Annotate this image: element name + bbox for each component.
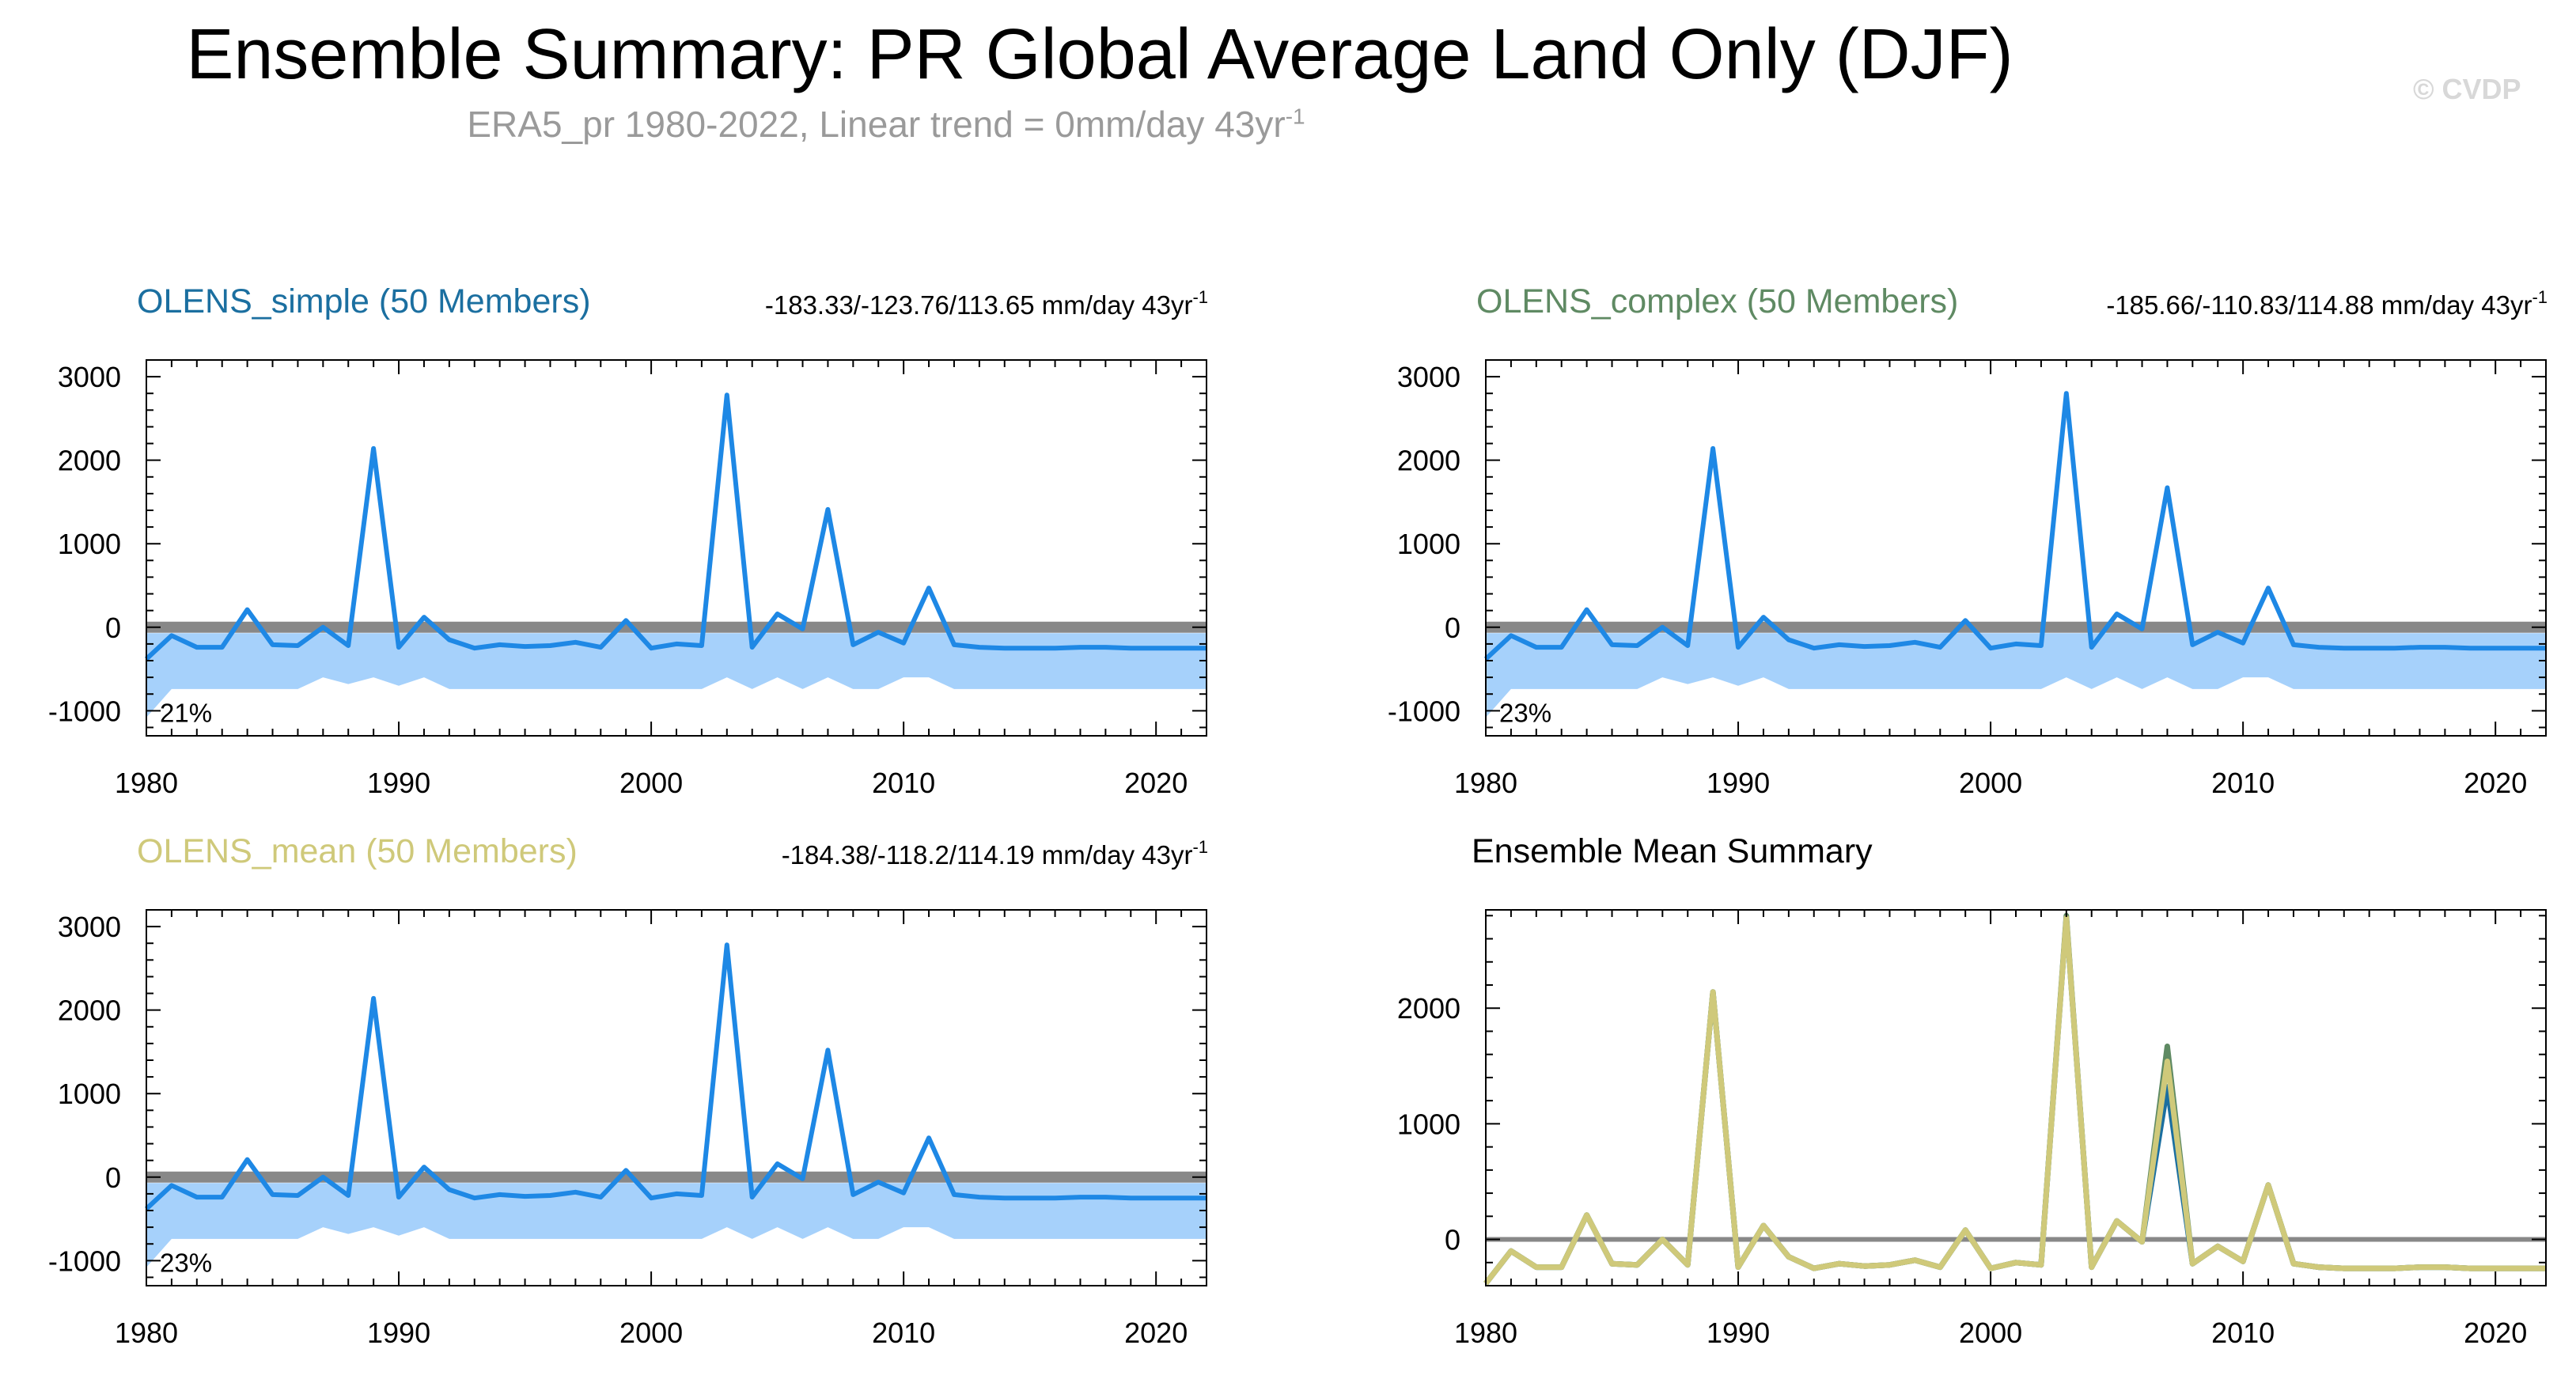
x-tick-label: 1980: [115, 767, 178, 799]
y-tick-label: 1000: [58, 1078, 121, 1110]
series-line-3: [1483, 915, 2546, 1286]
y-tick-label: -1000: [48, 695, 121, 727]
chart-panel-1: 1980 1990 2000 2010 2020 -1000 0 1000 2000 3000 OL…: [48, 282, 1208, 799]
x-tick-label: 2010: [2211, 767, 2275, 799]
x-tick-label: 1980: [115, 1317, 178, 1349]
series-line-1: [1483, 915, 2546, 1286]
x-tick-label: 2020: [1124, 1317, 1188, 1349]
x-tick-label: 2010: [872, 767, 935, 799]
panel-title: OLENS_simple (50 Members): [137, 282, 591, 320]
y-tick-label: 1000: [1397, 1108, 1460, 1140]
x-tick-label: 1990: [367, 767, 430, 799]
y-tick-label: 3000: [58, 361, 121, 393]
y-tick-label: -1000: [48, 1245, 121, 1277]
copyright-label: © CVDP: [2413, 73, 2521, 105]
spread-band: [146, 1183, 1207, 1267]
plot-frame: [1485, 909, 2547, 1286]
x-tick-label: 2010: [872, 1317, 935, 1349]
x-tick-label: 2020: [2464, 1317, 2527, 1349]
x-tick-label: 2000: [619, 767, 683, 799]
y-tick-label: 1000: [58, 528, 121, 560]
y-tick-label: 0: [105, 612, 121, 644]
y-tick-label: 2000: [58, 445, 121, 477]
y-tick-label: 0: [1445, 612, 1460, 644]
series-line-1: [1483, 391, 2546, 661]
spread-band: [1486, 633, 2546, 718]
panel-title: Ensemble Mean Summary: [1472, 832, 1873, 870]
panel-title: OLENS_mean (50 Members): [137, 832, 578, 870]
x-tick-label: 2020: [1124, 767, 1188, 799]
x-tick-label: 2000: [1959, 767, 2022, 799]
panel-stats: -185.66/-110.83/114.88 mm/day 43yr-1: [2106, 287, 2548, 320]
y-tick-label: 2000: [58, 995, 121, 1027]
chart-panel-4: 1980 1990 2000 2010 2020 0 1000 2000 Ensemble Me…: [1397, 832, 2547, 1349]
y-tick-label: 3000: [58, 911, 121, 943]
page-title: Ensemble Summary: PR Global Average Land…: [186, 15, 2013, 94]
panel-stats: -183.33/-123.76/113.65 mm/day 43yr-1: [765, 287, 1208, 320]
x-tick-label: 2010: [2211, 1317, 2275, 1349]
y-tick-label: 0: [105, 1161, 121, 1194]
x-tick-label: 1990: [367, 1317, 430, 1349]
x-tick-label: 2000: [619, 1317, 683, 1349]
y-tick-label: 0: [1445, 1224, 1460, 1256]
panel-title: OLENS_complex (50 Members): [1476, 282, 1958, 320]
y-tick-label: 2000: [1397, 445, 1460, 477]
x-tick-label: 1980: [1454, 767, 1517, 799]
y-tick-label: 2000: [1397, 992, 1460, 1025]
series-line-1: [144, 392, 1207, 661]
x-tick-label: 2000: [1959, 1317, 2022, 1349]
y-tick-label: 3000: [1397, 361, 1460, 393]
percent-label: 23%: [1499, 698, 1551, 727]
chart-panel-2: 1980 1990 2000 2010 2020 -1000 0 1000 2000 3000 OL…: [1388, 282, 2548, 799]
series-line-1: [144, 942, 1207, 1211]
x-tick-label: 1990: [1707, 767, 1770, 799]
x-tick-label: 1980: [1454, 1317, 1517, 1349]
chart-panel-3: 1980 1990 2000 2010 2020 -1000 0 1000 2000 3000 OL…: [48, 832, 1208, 1349]
spread-band: [146, 633, 1207, 718]
x-tick-label: 1990: [1707, 1317, 1770, 1349]
x-tick-label: 2020: [2464, 767, 2527, 799]
percent-label: 23%: [160, 1248, 212, 1277]
panel-stats: -184.38/-118.2/114.19 mm/day 43yr-1: [782, 837, 1208, 870]
series-line-2: [1483, 912, 2546, 1286]
page-subtitle: ERA5_pr 1980-2022, Linear trend = 0mm/da…: [467, 104, 1305, 145]
y-tick-label: 1000: [1397, 528, 1460, 560]
percent-label: 21%: [160, 698, 212, 727]
y-tick-label: -1000: [1388, 695, 1460, 727]
